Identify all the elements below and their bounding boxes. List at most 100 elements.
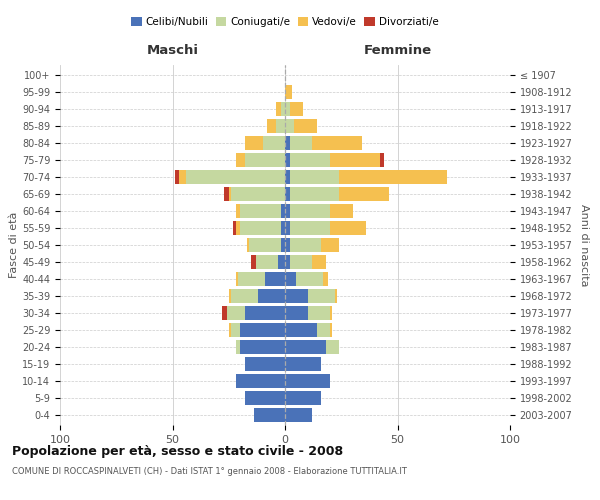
Bar <box>285 391 321 405</box>
Bar <box>285 289 308 303</box>
Text: COMUNE DI ROCCASPINALVETI (CH) - Dati ISTAT 1° gennaio 2008 - Elaborazione TUTTI: COMUNE DI ROCCASPINALVETI (CH) - Dati IS… <box>12 468 407 476</box>
Bar <box>245 153 285 167</box>
Bar <box>231 289 258 303</box>
Bar <box>330 306 332 320</box>
Bar <box>179 170 186 184</box>
Bar <box>285 153 290 167</box>
Bar <box>229 187 231 201</box>
Text: Maschi: Maschi <box>146 44 199 57</box>
Bar <box>285 238 290 252</box>
Bar <box>233 221 235 235</box>
Bar <box>245 136 263 150</box>
Bar <box>285 221 290 235</box>
Bar <box>285 272 296 286</box>
Bar <box>285 306 308 320</box>
Bar <box>380 153 384 167</box>
Bar <box>290 204 330 218</box>
Bar <box>281 204 285 218</box>
Bar <box>325 340 339 354</box>
Bar <box>238 272 265 286</box>
Bar <box>285 102 290 116</box>
Bar <box>290 102 303 116</box>
Bar <box>290 153 330 167</box>
Bar <box>321 238 339 252</box>
Bar <box>229 289 231 303</box>
Bar <box>285 340 325 354</box>
Bar <box>251 255 256 269</box>
Bar <box>285 170 290 184</box>
Bar <box>294 119 317 133</box>
Bar <box>281 238 285 252</box>
Bar <box>290 170 339 184</box>
Legend: Celibi/Nubili, Coniugati/e, Vedovi/e, Divorziati/e: Celibi/Nubili, Coniugati/e, Vedovi/e, Di… <box>127 12 443 31</box>
Bar <box>235 204 240 218</box>
Bar <box>330 221 366 235</box>
Bar <box>235 374 285 388</box>
Bar <box>265 272 285 286</box>
Bar <box>267 119 276 133</box>
Bar <box>312 255 325 269</box>
Bar <box>240 340 285 354</box>
Bar <box>263 136 285 150</box>
Bar <box>308 306 330 320</box>
Bar <box>281 102 285 116</box>
Bar <box>240 221 281 235</box>
Bar <box>290 255 312 269</box>
Bar <box>323 272 328 286</box>
Y-axis label: Fasce di età: Fasce di età <box>9 212 19 278</box>
Bar <box>285 85 292 99</box>
Bar <box>235 340 240 354</box>
Bar <box>290 221 330 235</box>
Bar <box>285 136 290 150</box>
Bar <box>290 238 321 252</box>
Bar <box>285 408 312 422</box>
Bar <box>308 289 335 303</box>
Bar <box>285 357 321 371</box>
Bar <box>256 255 278 269</box>
Bar <box>290 136 312 150</box>
Bar <box>285 323 317 337</box>
Bar <box>330 204 353 218</box>
Bar <box>276 119 285 133</box>
Bar <box>175 170 179 184</box>
Bar <box>235 272 238 286</box>
Bar <box>335 289 337 303</box>
Bar <box>224 187 229 201</box>
Bar <box>278 255 285 269</box>
Bar <box>339 170 447 184</box>
Bar <box>247 238 249 252</box>
Bar <box>245 306 285 320</box>
Bar <box>281 221 285 235</box>
Bar <box>285 187 290 201</box>
Bar <box>312 136 361 150</box>
Bar <box>317 323 330 337</box>
Text: Popolazione per età, sesso e stato civile - 2008: Popolazione per età, sesso e stato civil… <box>12 445 343 458</box>
Bar <box>254 408 285 422</box>
Bar <box>296 272 323 286</box>
Bar <box>285 119 294 133</box>
Bar <box>285 204 290 218</box>
Bar <box>222 306 227 320</box>
Bar <box>231 187 285 201</box>
Bar <box>245 357 285 371</box>
Bar <box>229 323 231 337</box>
Text: Femmine: Femmine <box>364 44 431 57</box>
Bar <box>186 170 285 184</box>
Bar <box>231 323 240 337</box>
Bar <box>285 255 290 269</box>
Bar <box>276 102 281 116</box>
Bar <box>339 187 389 201</box>
Bar <box>235 153 245 167</box>
Bar <box>258 289 285 303</box>
Bar <box>240 204 281 218</box>
Bar <box>330 323 332 337</box>
Bar <box>285 374 330 388</box>
Bar <box>249 238 281 252</box>
Bar <box>330 153 380 167</box>
Bar <box>245 391 285 405</box>
Bar <box>240 323 285 337</box>
Bar <box>290 187 339 201</box>
Y-axis label: Anni di nascita: Anni di nascita <box>579 204 589 286</box>
Bar <box>235 221 240 235</box>
Bar <box>227 306 245 320</box>
